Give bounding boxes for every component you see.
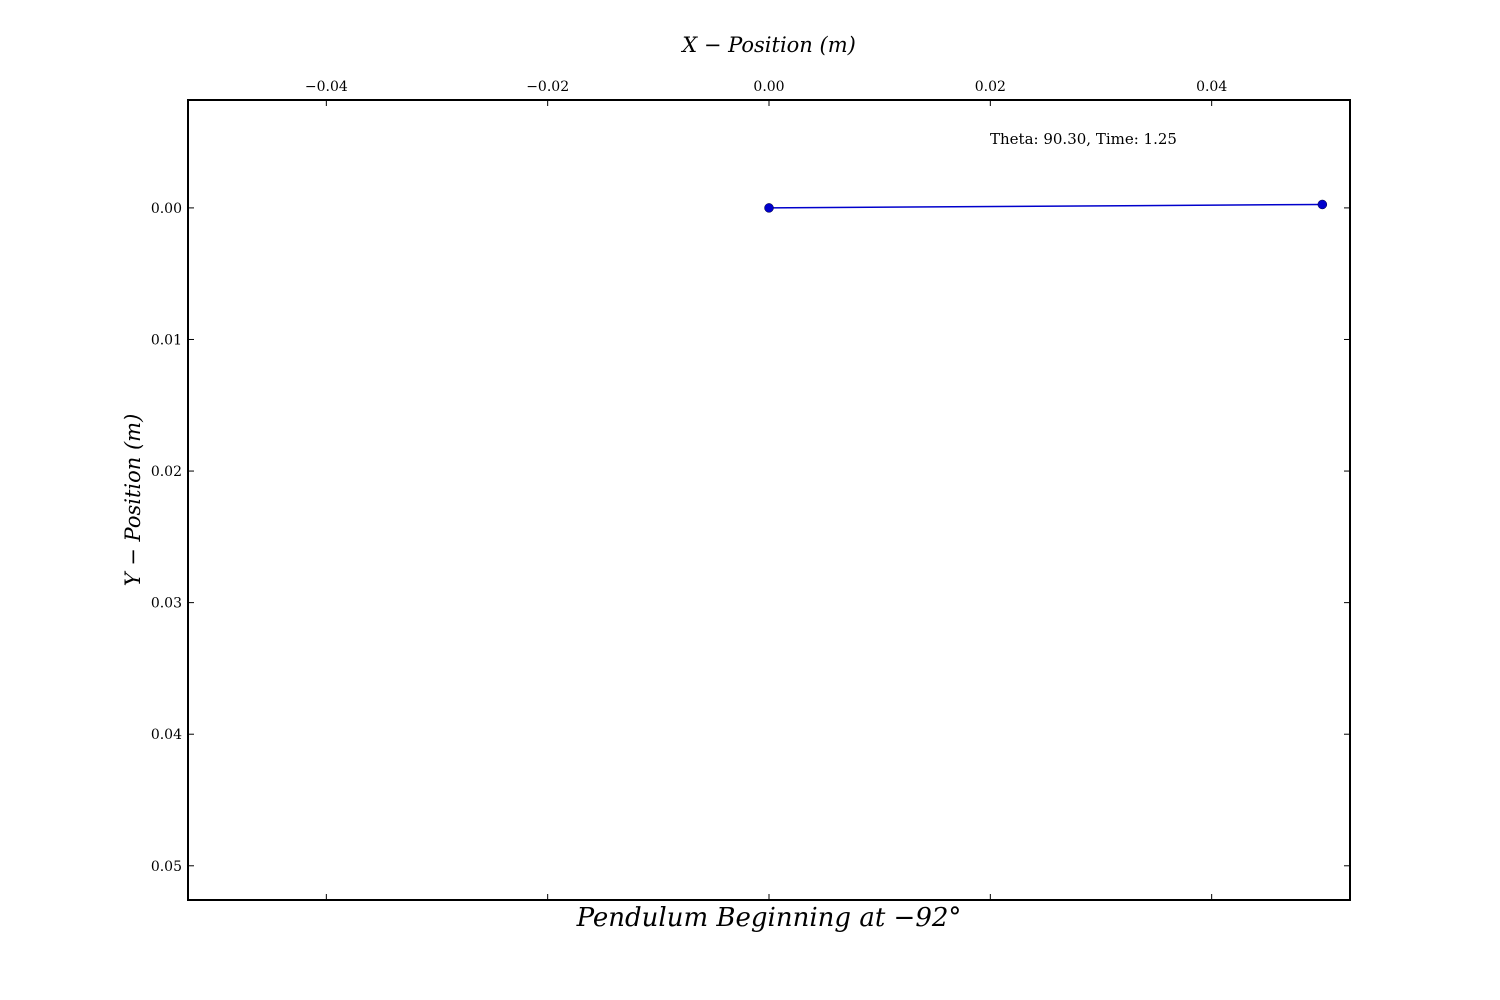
series-layer (764, 199, 1328, 213)
x-ticks: −0.04 −0.02 0.00 0.02 0.04 (305, 79, 1227, 900)
y-tick-label: 0.03 (151, 596, 182, 612)
bob-point (1317, 199, 1328, 210)
pendulum-rod-line (768, 203, 1323, 209)
x-tick-label: 0.04 (1196, 79, 1227, 95)
y-tick-label: 0.05 (151, 859, 182, 875)
x-axis-title: X − Position (m) (680, 33, 856, 57)
pivot-point (764, 203, 774, 213)
y-tick-label: 0.02 (151, 464, 182, 480)
x-tick-label: 0.00 (753, 79, 784, 95)
y-ticks: 0.00 0.01 0.02 0.03 0.04 0.05 (151, 201, 1350, 875)
x-tick-label: 0.02 (975, 79, 1006, 95)
y-tick-label: 0.01 (151, 332, 182, 348)
plot-frame (187, 99, 1351, 901)
y-axis-title: Y − Position (m) (121, 414, 145, 587)
y-tick-label: 0.00 (151, 201, 182, 217)
x-tick-label: −0.04 (305, 79, 348, 95)
y-tick-label: 0.04 (151, 727, 182, 743)
x-tick-label: −0.02 (526, 79, 569, 95)
annotation-text: Theta: 90.30, Time: 1.25 (990, 130, 1177, 148)
chart-caption: Pendulum Beginning at −92° (576, 903, 962, 933)
